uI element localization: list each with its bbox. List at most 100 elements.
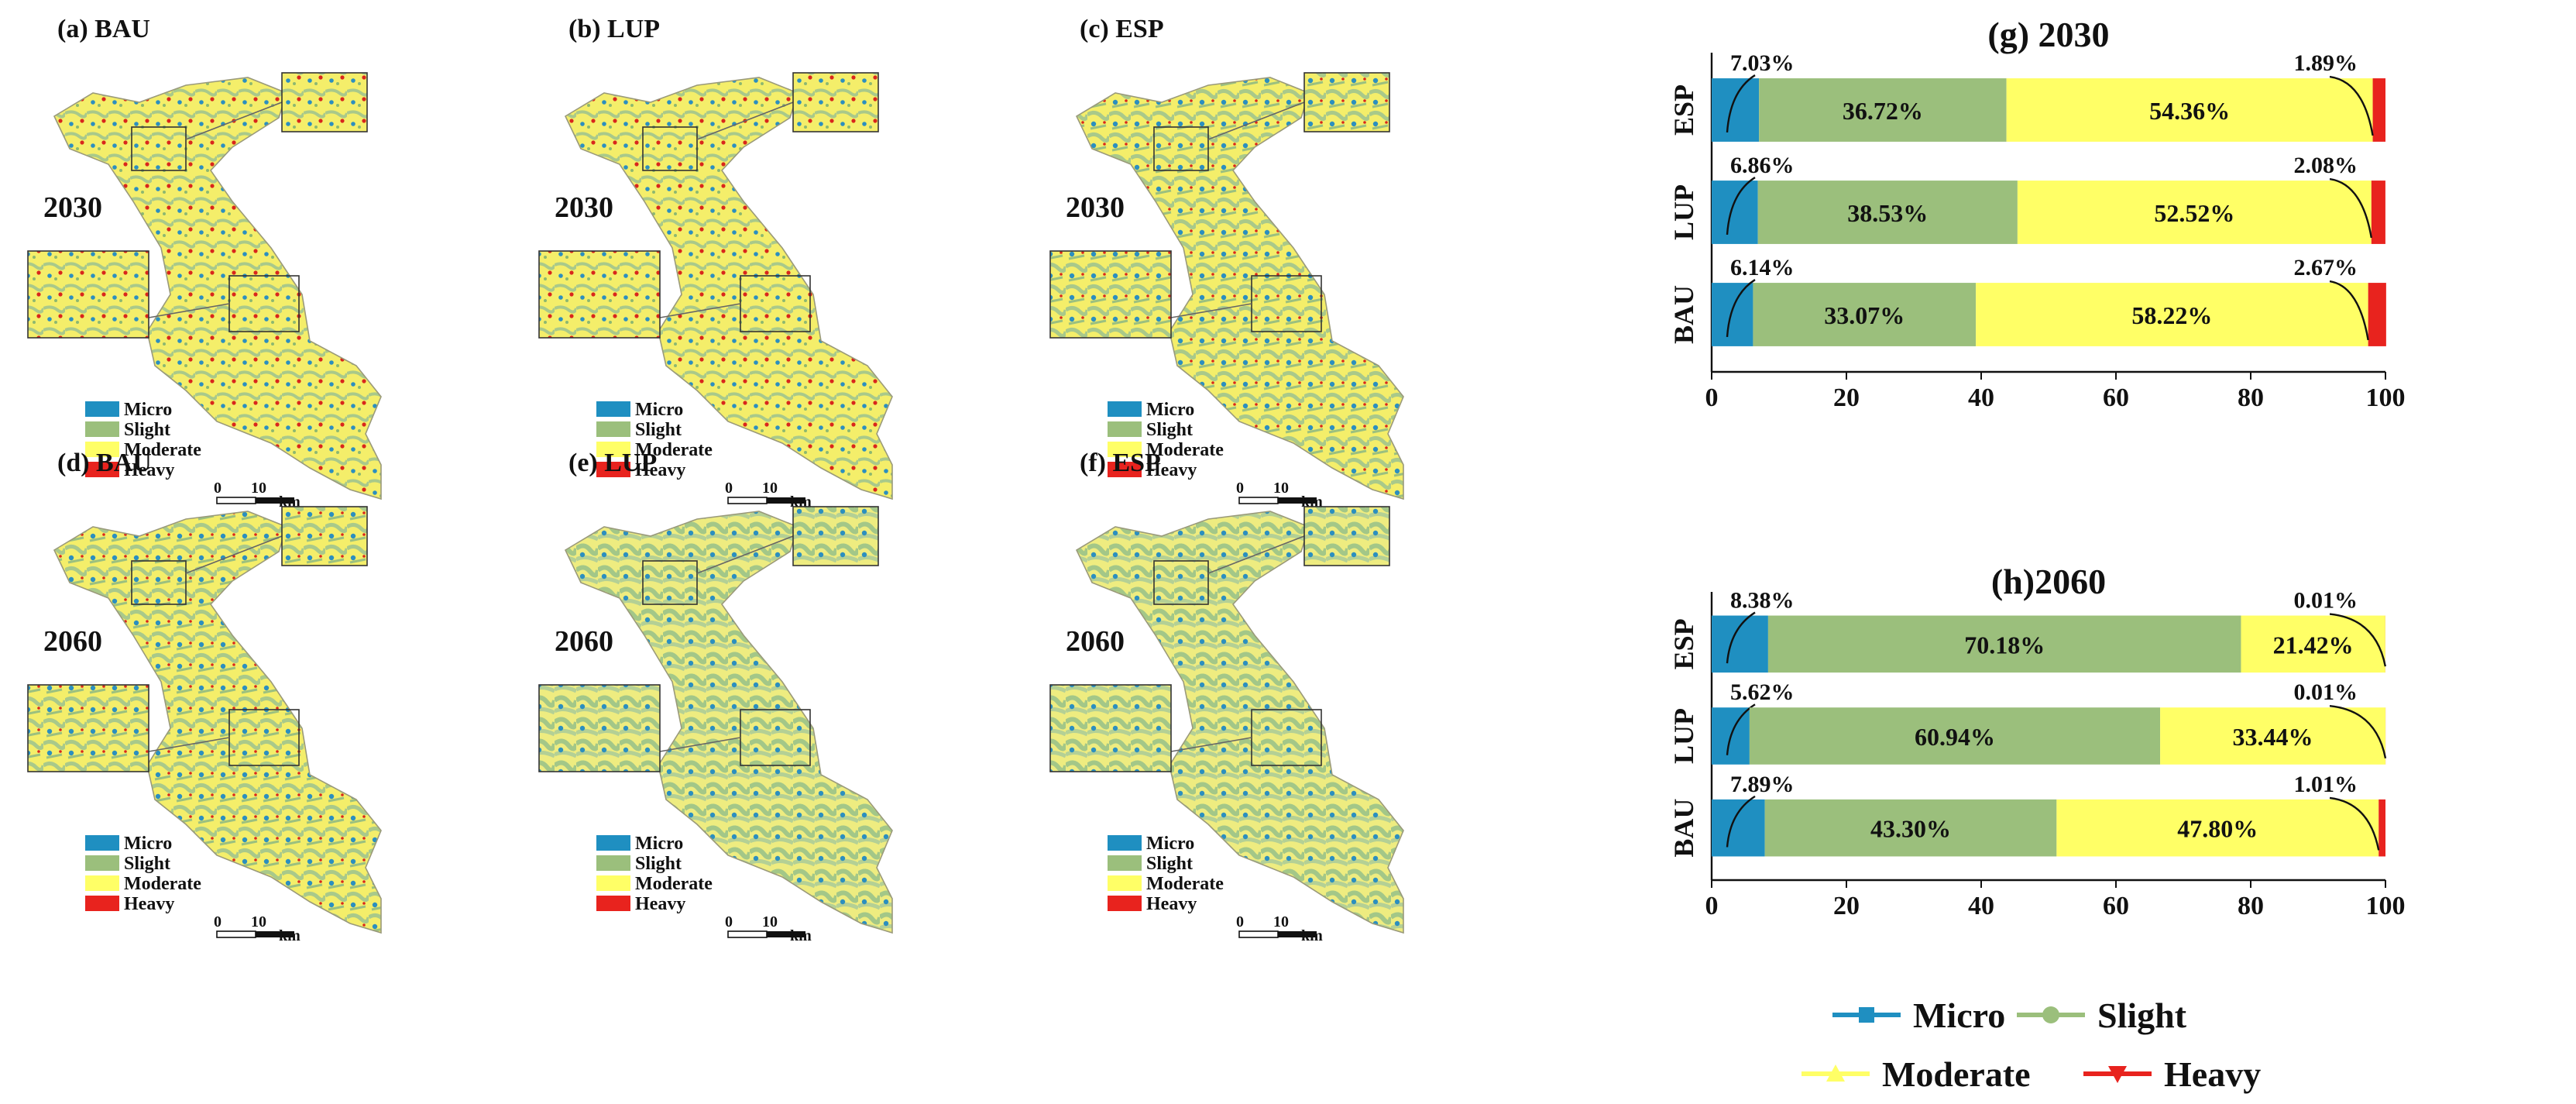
legend-marker: [1859, 1007, 1874, 1023]
legend-swatch: [1108, 855, 1142, 871]
scale-label: 0: [214, 480, 222, 497]
legend-swatch: [85, 401, 119, 417]
x-tick-label: 60: [2103, 383, 2129, 412]
legend-swatch: [596, 896, 630, 911]
bar-segment: [2372, 181, 2385, 244]
x-tick-label: 60: [2103, 892, 2129, 920]
bar-segment: [2379, 800, 2385, 857]
value-label: 60.94%: [1915, 723, 1995, 751]
value-label: 43.30%: [1870, 815, 1951, 843]
scale-label: km: [279, 927, 301, 944]
x-tick-label: 80: [2238, 892, 2264, 920]
y-tick-label: ESP: [1668, 618, 1699, 669]
scale-label: 10: [251, 913, 266, 930]
x-tick-label: 20: [1833, 892, 1860, 920]
panel-title: (a) BAU: [57, 15, 150, 43]
scale-bar: [728, 497, 767, 504]
legend-label: Micro: [1146, 834, 1194, 854]
legend-label: Slight: [635, 854, 682, 874]
legend-label: Micro: [1146, 400, 1194, 420]
x-tick-label: 100: [2366, 892, 2406, 920]
scale-label: 0: [725, 913, 733, 930]
scale-bar: [1239, 931, 1278, 937]
value-label: 2.08%: [2294, 153, 2358, 178]
value-label: 8.38%: [1730, 588, 1795, 614]
year-label: 2060: [1066, 625, 1125, 658]
panel-title: (d) BAU: [57, 449, 152, 477]
legend-marker: [2042, 1006, 2059, 1023]
value-label: 7.03%: [1730, 50, 1795, 76]
legend-swatch: [1108, 896, 1142, 911]
year-label: 2060: [555, 625, 613, 658]
scale-bar: [728, 931, 767, 937]
y-tick-label: LUP: [1668, 184, 1699, 240]
value-label: 0.01%: [2294, 588, 2358, 614]
value-label: 38.53%: [1847, 199, 1928, 227]
bar-segment: [1712, 283, 1753, 346]
value-label: 58.22%: [2131, 301, 2212, 329]
zoom-inset: [1050, 251, 1171, 338]
x-tick-label: 20: [1833, 383, 1860, 412]
legend-label: Heavy: [124, 894, 174, 914]
legend-label: Slight: [1146, 420, 1193, 440]
year-label: 2030: [1066, 191, 1125, 224]
legend-swatch: [1108, 835, 1142, 851]
legend-swatch: [85, 875, 119, 891]
y-tick-label: BAU: [1668, 799, 1699, 858]
legend-label: Slight: [1146, 854, 1193, 874]
x-tick-label: 0: [1705, 383, 1719, 412]
legend-label: Slight: [124, 854, 170, 874]
value-label: 5.62%: [1730, 679, 1795, 705]
scale-label: 0: [214, 913, 222, 930]
zoom-inset: [793, 73, 878, 132]
legend-label: Heavy: [635, 894, 685, 914]
legend-swatch: [1108, 875, 1142, 891]
bar-segment: [1712, 616, 1768, 673]
legend-label: Slight: [124, 420, 170, 440]
zoom-inset: [282, 507, 367, 566]
zoom-inset: [1304, 73, 1389, 132]
bar-segment: [1712, 78, 1759, 142]
legend-swatch: [596, 835, 630, 851]
value-label: 6.14%: [1730, 255, 1795, 280]
zoom-inset: [1304, 507, 1389, 566]
legend-swatch: [1108, 421, 1142, 437]
value-label: 52.52%: [2154, 199, 2234, 227]
legend-swatch: [85, 896, 119, 911]
zoom-inset: [28, 685, 149, 772]
legend-swatch: [85, 835, 119, 851]
scale-label: 0: [1236, 913, 1244, 930]
value-label: 1.01%: [2294, 772, 2358, 797]
bar-segment: [1712, 800, 1765, 857]
value-label: 6.86%: [1730, 153, 1795, 178]
legend-swatch: [85, 421, 119, 437]
legend-label: Micro: [124, 834, 172, 854]
value-label: 1.89%: [2294, 50, 2358, 76]
legend-label: Slight: [2097, 996, 2187, 1035]
panel-title: (c) ESP: [1080, 15, 1164, 43]
scale-label: 10: [251, 480, 266, 497]
panel-title: (b) LUP: [568, 15, 660, 43]
scale-label: 10: [1273, 480, 1289, 497]
value-label: 33.07%: [1824, 301, 1905, 329]
zoom-inset: [539, 251, 660, 338]
value-label: 36.72%: [1843, 97, 1923, 125]
zoom-inset: [539, 685, 660, 772]
scale-bar: [217, 497, 256, 504]
zoom-inset: [28, 251, 149, 338]
scale-label: 0: [725, 480, 733, 497]
legend-label: Moderate: [1882, 1054, 2031, 1094]
legend-label: Slight: [635, 420, 682, 440]
scale-label: 0: [1236, 480, 1244, 497]
bar-segment: [1712, 181, 1758, 244]
year-label: 2060: [43, 625, 102, 658]
value-label: 0.01%: [2294, 679, 2358, 705]
legend-label: Micro: [635, 400, 683, 420]
x-tick-label: 40: [1968, 383, 1994, 412]
